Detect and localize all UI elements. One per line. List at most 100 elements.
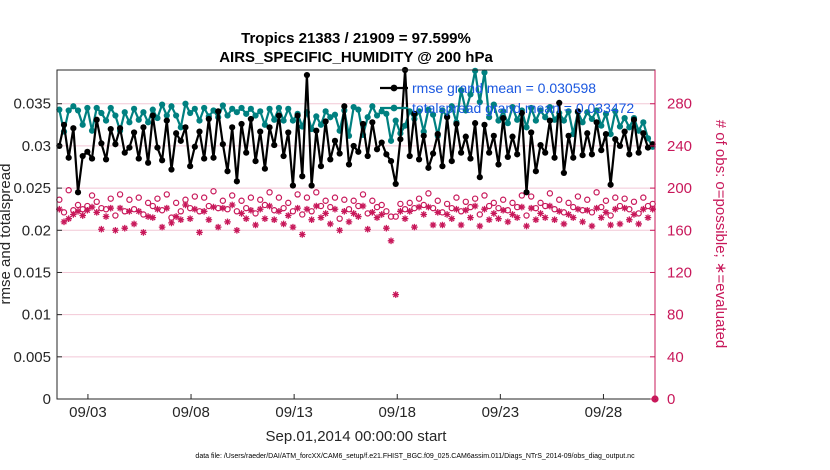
totalspread-point-24: [168, 103, 175, 110]
rmse-point-7: [88, 155, 96, 162]
totalspread-point-38: [233, 109, 240, 116]
obs-evaluated-point-106: [551, 216, 558, 224]
totalspread-point-35: [219, 102, 226, 109]
rmse-point-83: [444, 114, 451, 121]
obs-evaluated-point-88: [467, 214, 474, 221]
rmse-point-115: [593, 119, 600, 126]
obs-evaluated-point-45: [266, 202, 273, 210]
right-tick-label-5: 200: [667, 180, 692, 197]
rmse-point-93: [490, 132, 497, 139]
totalspread-point-113: [584, 109, 591, 116]
obs-possible-point-79: [425, 190, 432, 197]
rmse-point-43: [257, 128, 264, 135]
obs-possible-point-12: [112, 212, 119, 219]
obs-evaluated-point-102: [532, 216, 540, 224]
rmse-point-46: [271, 141, 278, 149]
obs-possible-point-43: [257, 196, 264, 203]
rmse-point-56: [317, 163, 325, 170]
rmse-point-75: [406, 152, 413, 160]
obs-evaluated-point-126: [644, 214, 652, 221]
left-tick-label-4: 0.02: [22, 222, 51, 239]
rmse-point-78: [420, 132, 427, 139]
rmse-point-38: [233, 178, 240, 185]
obs-evaluated-point-107: [555, 208, 563, 215]
obs-possible-point-39: [238, 197, 245, 204]
totalspread-point-124: [635, 127, 642, 134]
rmse-point-86: [458, 149, 465, 156]
totalspread-point-80: [429, 111, 437, 118]
rmse-point-34: [215, 108, 222, 115]
obs-possible-point-105: [546, 190, 554, 197]
x-tick-label-4: 09/23: [482, 404, 520, 421]
totalspread-point-119: [612, 108, 619, 115]
obs-evaluated-point-98: [513, 214, 521, 221]
rmse-point-62: [345, 161, 353, 168]
obs-possible-point-72: [392, 213, 399, 220]
totalspread-point-7: [88, 127, 96, 134]
totalspread-point-20: [149, 106, 156, 113]
rmse-point-69: [378, 139, 385, 146]
obs-evaluated-point-123: [630, 211, 638, 218]
obs-evaluated-point-30: [196, 229, 203, 236]
obs-evaluated-point-36: [224, 218, 231, 226]
obs-possible-point-28: [186, 204, 194, 212]
x-tick-label-5: 09/28: [585, 404, 623, 421]
totalspread-point-93: [490, 101, 497, 108]
rmse-point-106: [551, 154, 558, 161]
rmse-point-26: [177, 137, 184, 144]
rmse-point-30: [196, 128, 203, 135]
totalspread-point-68: [373, 112, 381, 119]
x-tick-label-1: 09/08: [172, 404, 210, 421]
rmse-point-64: [355, 148, 362, 155]
rmse-point-22: [159, 157, 166, 164]
totalspread-point-37: [229, 105, 236, 112]
rmse-point-14: [121, 149, 128, 156]
rmse-point-110: [570, 154, 577, 161]
obs-evaluated-point-86: [457, 221, 465, 229]
obs-evaluated-point-13: [116, 204, 124, 212]
rmse-point-125: [640, 130, 647, 137]
totalspread-point-6: [84, 104, 91, 112]
chart-title-line1: Tropics 21383 / 21909 = 97.599%: [241, 30, 471, 47]
rmse-point-4: [74, 189, 82, 196]
obs-evaluated-point-69: [378, 211, 385, 218]
rmse-point-71: [387, 158, 395, 165]
obs-possible-point-60: [336, 215, 343, 222]
obs-evaluated-point-77: [415, 203, 423, 211]
rmse-point-121: [621, 128, 628, 135]
totalspread-point-4: [74, 107, 82, 114]
rmse-point-40: [243, 149, 250, 156]
obs-possible-point-29: [191, 193, 199, 200]
totalspread-point-21: [154, 114, 161, 122]
obs-evaluated-point-47: [275, 208, 283, 215]
obs-evaluated-point-78: [420, 211, 428, 218]
obs-possible-point-123: [630, 198, 638, 206]
rmse-point-109: [565, 132, 572, 139]
obs-evaluated-point-81: [434, 209, 442, 216]
totalspread-point-74: [401, 122, 409, 129]
rmse-point-29: [191, 143, 198, 150]
obs-evaluated-point-2: [65, 215, 72, 222]
totalspread-point-82: [439, 107, 446, 114]
obs-possible-point-19: [144, 199, 152, 207]
totalspread-point-79: [425, 106, 432, 113]
obs-evaluated-point-18: [140, 229, 147, 236]
obs-evaluated-point-76: [411, 223, 418, 231]
obs-evaluated-point-121: [621, 204, 628, 212]
obs-evaluated-point-43: [256, 205, 264, 213]
obs-evaluated-point-34: [214, 223, 222, 231]
obs-possible-point-95: [499, 196, 507, 203]
obs-evaluated-point-84: [448, 215, 456, 222]
totalspread-point-77: [415, 108, 423, 115]
obs-evaluated-point-113: [583, 206, 591, 214]
obs-possible-point-67: [369, 197, 376, 204]
right-axis-label: # of obs: o=possible; ∗=evaluated: [712, 120, 729, 349]
legend: rmse grand mean = 0.030598 totalspread g…: [380, 80, 634, 116]
rmse-point-102: [532, 168, 539, 175]
right-tick-label-0: 0: [667, 391, 675, 408]
rmse-point-18: [140, 124, 147, 131]
rmse-point-81: [434, 131, 441, 138]
rmse-point-9: [98, 140, 105, 147]
totalspread-point-59: [331, 111, 339, 118]
